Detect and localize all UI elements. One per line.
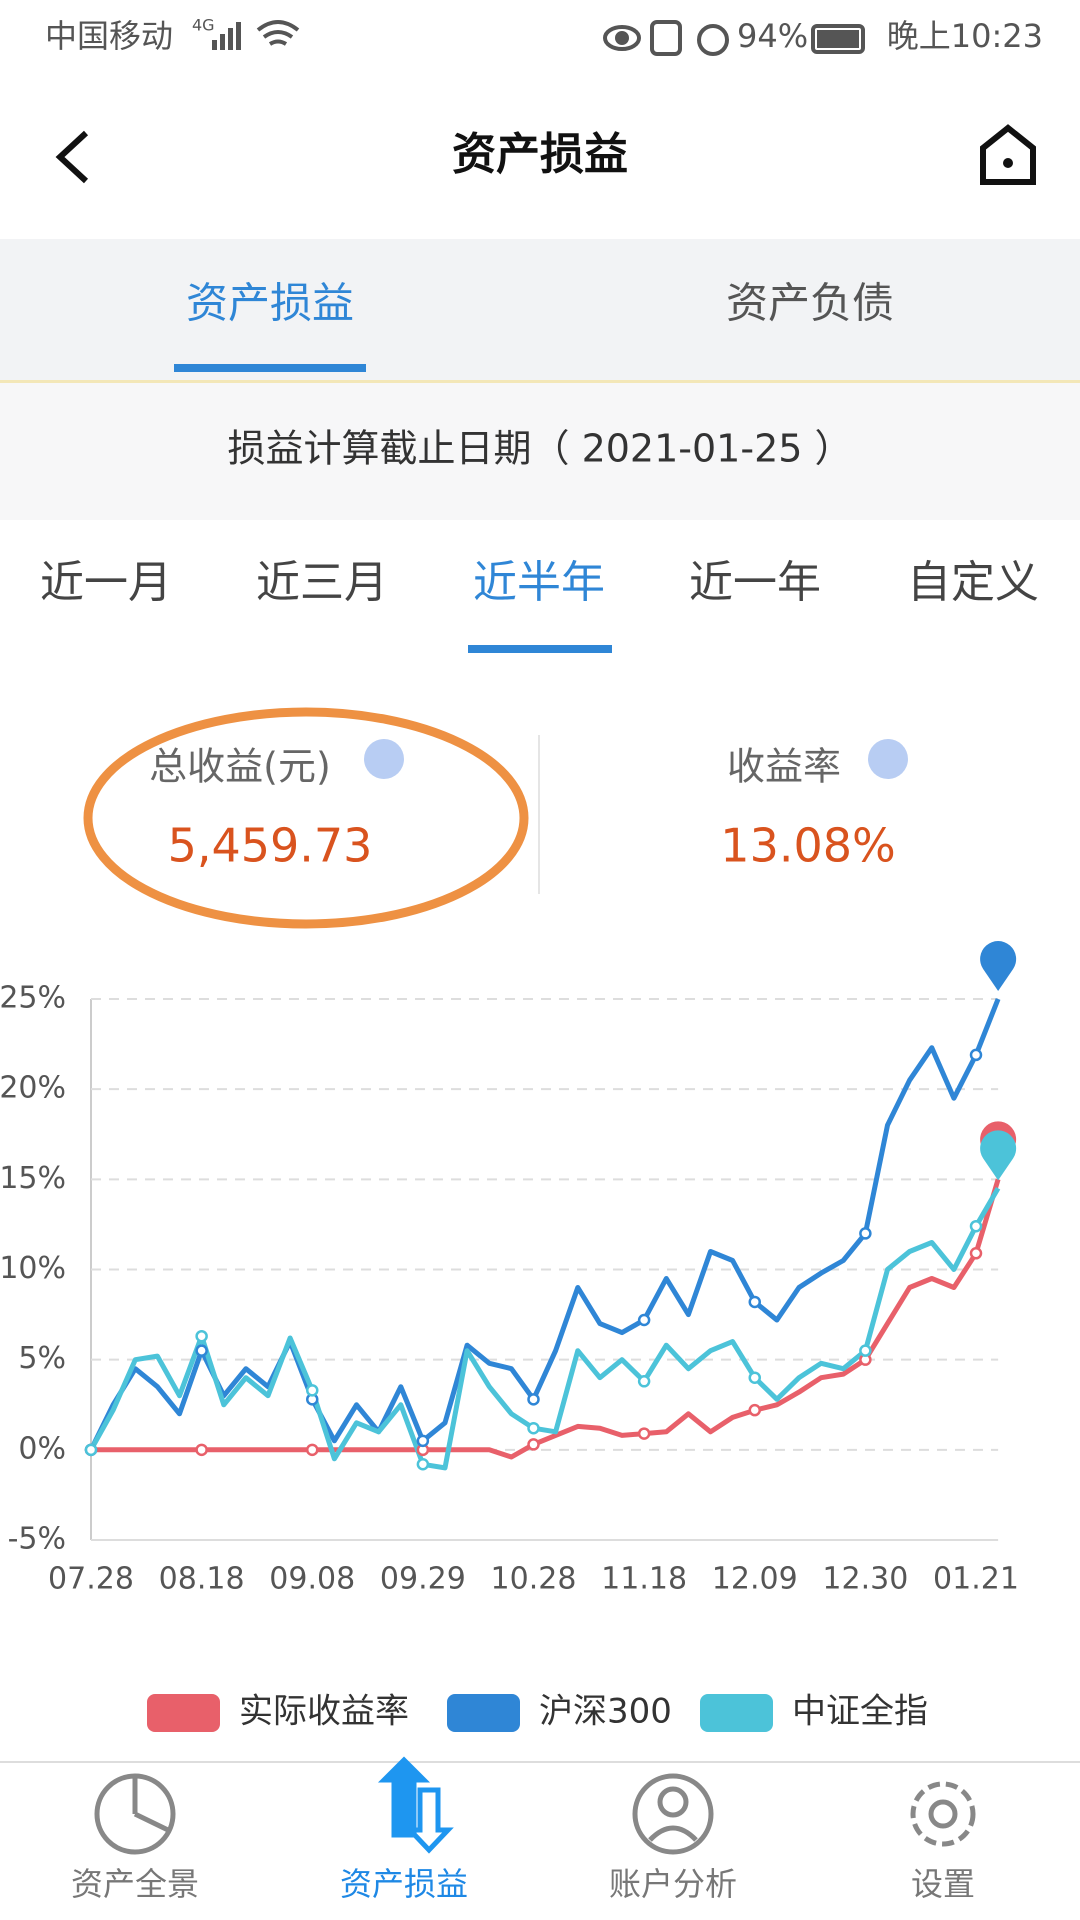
point [195,1344,208,1357]
stat-value: 5,459.73 [168,819,373,873]
tab-bar [0,239,1080,380]
home-button[interactable] [980,124,1036,185]
point [748,1403,761,1417]
x-tick-label: 12.30 [822,1562,908,1597]
point [637,1313,651,1327]
nav-item[interactable]: 设置 [911,1865,975,1903]
period-tab[interactable]: 近半年 [473,557,605,608]
home-dot [1003,158,1013,168]
end-pin [980,941,1017,991]
series-line [88,1187,1001,1471]
period-tab[interactable]: 近三月 [256,557,388,608]
y-tick-label: -5% [8,1522,66,1557]
legend-swatch [447,1694,520,1732]
point [84,1443,98,1457]
x-tick-label: 09.29 [380,1562,466,1597]
point [416,1458,430,1471]
x-tick-label: 08.18 [159,1562,245,1597]
point [969,1048,983,1062]
legend-swatch [147,1694,220,1732]
battery-level: 94% [737,17,808,55]
point [637,1375,651,1388]
point [527,1393,540,1406]
x-tick-label: 12.09 [712,1562,798,1597]
point [969,1219,983,1233]
point [195,1329,208,1343]
point [416,1434,430,1448]
cutoff-date: 损益计算截止日期（ 2021-01-25 ） [228,427,853,471]
y-tick-label: 5% [18,1341,66,1376]
point [195,1443,208,1457]
point [637,1427,651,1440]
info-icon[interactable] [868,739,908,779]
period-tab[interactable]: 近一月 [40,557,172,608]
status-icons [603,20,865,56]
stat-label: 总收益(元) [149,745,331,789]
tab[interactable]: 资产损益 [186,279,354,328]
nav-item[interactable]: 账户分析 [609,1865,737,1903]
x-tick-label: 01.21 [933,1562,1019,1597]
nav-item[interactable]: 资产损益 [340,1865,468,1903]
y-tick-label: 15% [0,1161,66,1196]
chart: -5% 0% 5% 10% 15% 20% 25% 07.28 08.18 09.08 09.29 1… [0,941,1019,1732]
clock: 晚上10:23 [887,17,1043,55]
y-tick-label: 0% [18,1431,66,1466]
x-tick-label: 11.18 [601,1562,687,1597]
point [527,1438,540,1451]
x-tick-label: 09.08 [269,1562,355,1597]
point [969,1247,983,1260]
point [859,1344,872,1357]
period-tab[interactable]: 自定义 [907,557,1039,608]
bottom-nav: 资产全景 资产损益 账户分析 设置 [71,1865,975,1903]
back-button[interactable] [55,130,89,184]
point [859,1227,872,1240]
tab-indicator [174,364,366,372]
period-indicator [468,645,612,653]
stat-label: 收益率 [727,745,841,789]
signal-icon [212,22,241,50]
nav-icons [94,1756,976,1855]
info-icon[interactable] [364,739,404,779]
point [748,1295,761,1309]
page-title: 资产损益 [452,129,628,180]
period-tab[interactable]: 近一年 [689,557,821,608]
date-bar [0,383,1080,520]
period-tabs: 近一月 近三月 近半年 近一年 自定义 [40,557,1039,608]
end-pin [980,1130,1017,1181]
nav-item[interactable]: 资产全景 [71,1865,199,1903]
x-tick-label: 10.28 [491,1562,577,1597]
series-line [91,1178,1001,1460]
point [748,1371,761,1384]
highlight-ellipse [83,707,529,929]
legend-label: 沪深300 [539,1692,672,1732]
series-line [88,998,1001,1451]
y-tick-label: 10% [0,1251,66,1286]
y-tick-label: 25% [0,981,66,1016]
point [306,1443,319,1457]
point [527,1421,540,1435]
point [306,1384,319,1397]
x-tick-label: 07.28 [48,1562,134,1597]
tab[interactable]: 资产负债 [726,279,894,328]
legend-swatch [700,1694,773,1732]
legend-label: 实际收益率 [239,1692,409,1732]
carrier: 中国移动 [45,17,173,55]
y-tick-label: 20% [0,1071,66,1106]
wifi-icon [256,20,300,46]
stat-value: 13.08% [720,819,895,873]
legend-label: 中证全指 [792,1692,928,1732]
divider [0,380,1080,383]
network-type: 4G [192,16,215,35]
nav-divider [0,1761,1080,1763]
